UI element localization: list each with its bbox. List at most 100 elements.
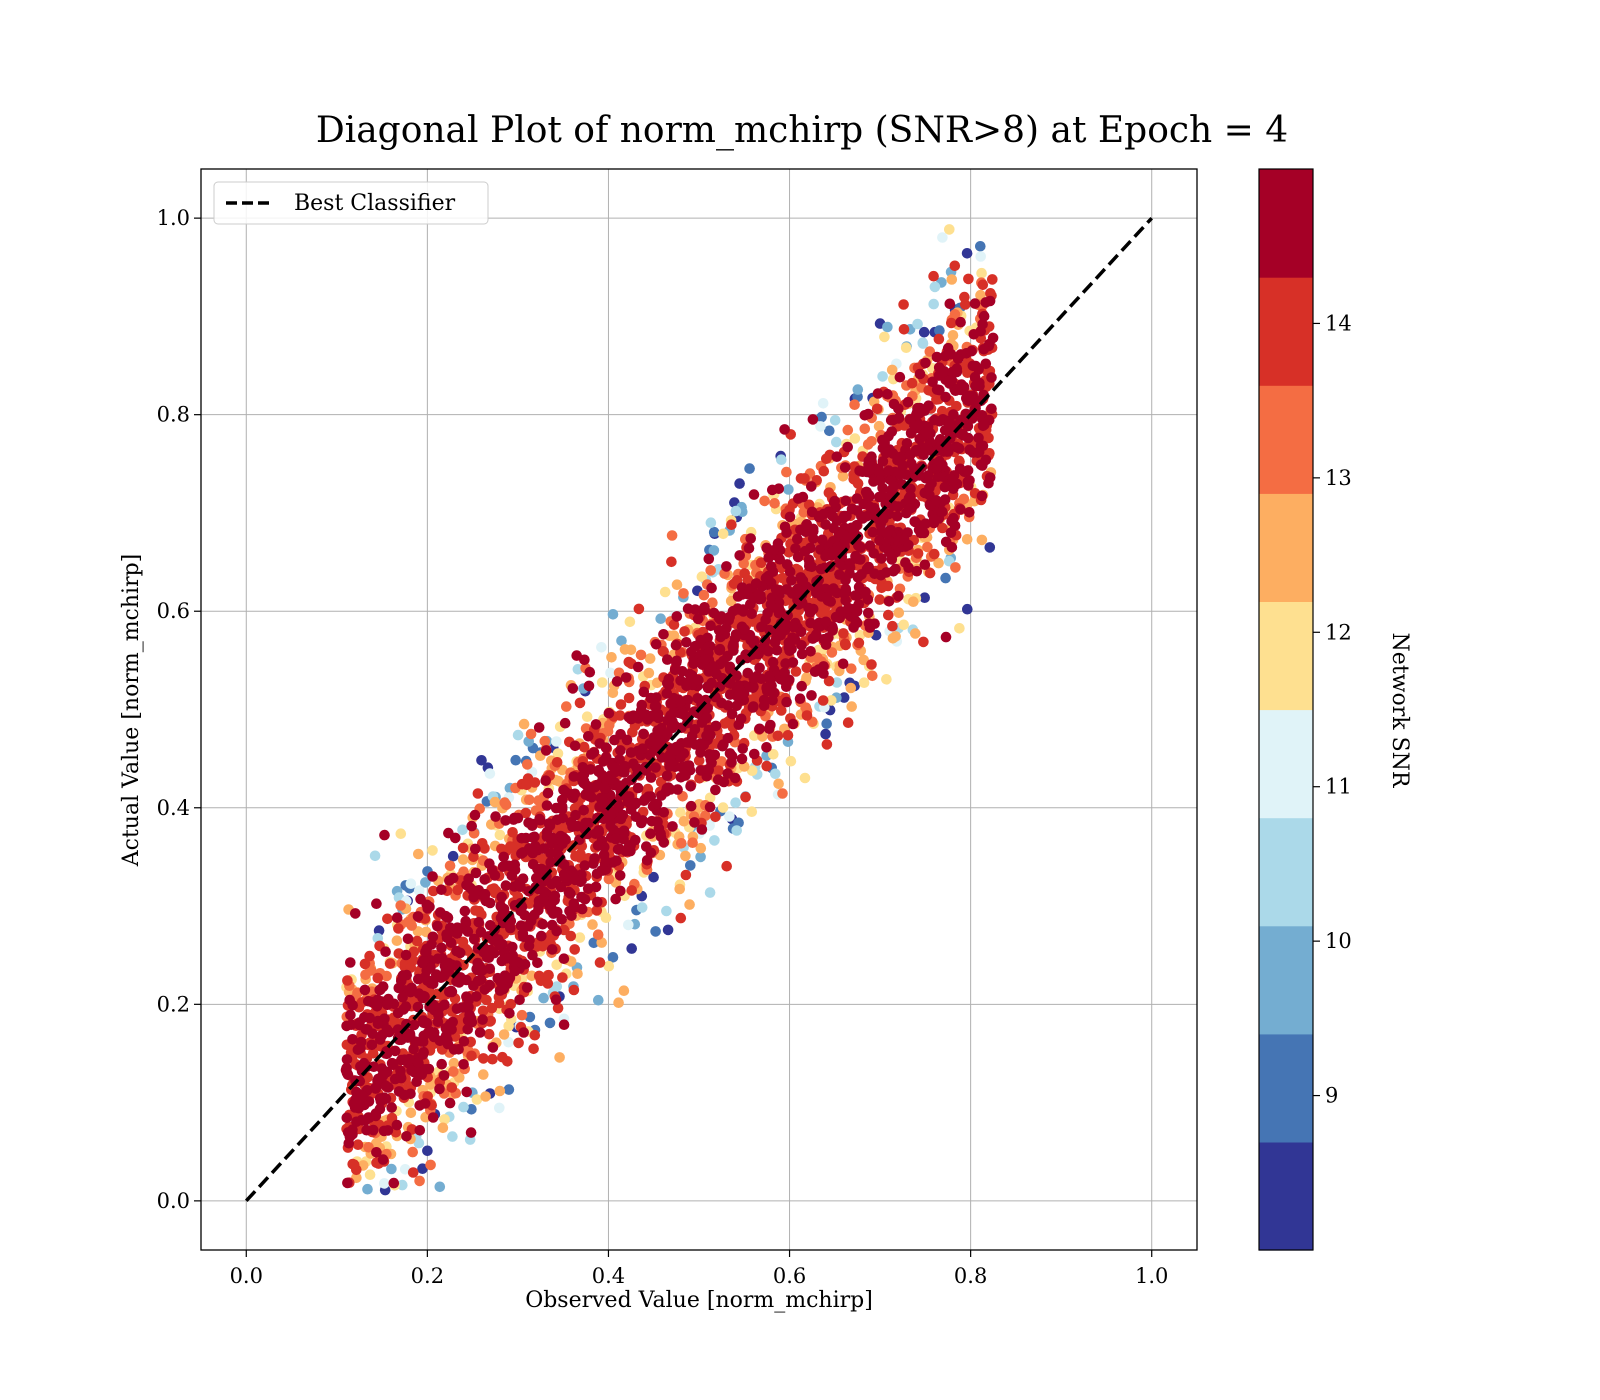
scatter-point	[767, 656, 779, 668]
scatter-point	[767, 566, 779, 577]
scatter-point	[579, 860, 590, 871]
scatter-point	[395, 900, 407, 911]
scatter-point	[583, 731, 594, 742]
scatter-point	[471, 991, 482, 1002]
scatter-point	[888, 480, 899, 492]
scatter-point	[630, 834, 641, 846]
scatter-point	[516, 848, 527, 859]
scatter-point	[558, 1019, 570, 1030]
scatter-point	[466, 1050, 477, 1062]
scatter-point	[526, 820, 538, 831]
scatter-point	[781, 584, 793, 595]
scatter-point	[448, 1066, 459, 1077]
scatter-point	[607, 609, 619, 620]
scatter-point	[357, 1090, 369, 1102]
scatter-point	[828, 522, 839, 534]
scatter-point	[881, 528, 893, 539]
scatter-point	[359, 1115, 371, 1127]
scatter-point	[484, 979, 496, 991]
scatter-point	[678, 816, 690, 827]
scatter-point	[933, 333, 945, 345]
scatter-point	[852, 478, 864, 489]
scatter-point	[364, 950, 375, 962]
scatter-point	[854, 629, 866, 641]
scatter-point	[506, 870, 518, 881]
scatter-point	[986, 403, 997, 415]
scatter-point	[362, 1183, 373, 1195]
scatter-point	[940, 536, 952, 548]
scatter-point	[831, 436, 842, 448]
scatter-point	[417, 957, 428, 969]
scatter-point	[773, 602, 784, 613]
x-tick-label: 0.4	[592, 1264, 625, 1288]
scatter-point	[657, 646, 669, 657]
scatter-point	[478, 1053, 489, 1064]
scatter-point	[853, 540, 864, 551]
scatter-point	[583, 680, 595, 692]
scatter-point	[345, 1009, 356, 1021]
scatter-point	[681, 680, 692, 692]
scatter-point	[588, 858, 599, 869]
legend[interactable]: Best Classifier	[213, 181, 489, 225]
scatter-point	[484, 768, 496, 779]
scatter-point	[816, 411, 827, 423]
scatter-point	[529, 909, 540, 921]
scatter-point	[910, 516, 921, 528]
scatter-point	[894, 469, 906, 480]
scatter-point	[362, 1061, 373, 1072]
scatter-point	[436, 942, 447, 954]
scatter-point	[777, 788, 788, 799]
scatter-point	[929, 548, 940, 560]
scatter-point	[495, 976, 507, 988]
scatter-point	[447, 872, 459, 884]
scatter-point	[768, 687, 780, 699]
scatter-point	[703, 553, 715, 565]
scatter-point	[399, 1089, 410, 1101]
scatter-point	[363, 1142, 374, 1153]
scatter-point	[858, 654, 869, 666]
scatter-point	[815, 563, 827, 575]
scatter-point	[494, 1085, 506, 1097]
scatter-point	[679, 626, 690, 637]
scatter-point	[913, 420, 925, 431]
scatter-point	[949, 260, 961, 272]
scatter-point	[557, 812, 568, 824]
scatter-point	[820, 519, 831, 530]
scatter-point	[721, 860, 732, 872]
scatter-point	[381, 970, 392, 982]
scatter-point	[481, 952, 493, 963]
scatter-point	[516, 832, 527, 844]
scatter-point	[792, 533, 803, 545]
scatter-point	[452, 922, 463, 933]
scatter-point	[432, 1016, 444, 1028]
scatter-point	[659, 586, 671, 598]
scatter-point	[817, 398, 829, 409]
scatter-point	[607, 952, 619, 963]
scatter-point	[948, 409, 959, 420]
scatter-point	[866, 436, 877, 447]
scatter-point	[705, 565, 716, 576]
scatter-point	[761, 682, 772, 693]
scatter-point	[903, 493, 915, 504]
scatter-point	[787, 621, 799, 633]
scatter-point	[528, 1043, 539, 1055]
scatter-point	[666, 530, 678, 541]
scatter-point	[521, 779, 532, 791]
x-tick-label: 1.0	[1135, 1264, 1168, 1288]
scatter-point	[615, 699, 627, 710]
scatter-point	[682, 737, 693, 748]
scatter-point	[698, 589, 710, 601]
scatter-point	[781, 696, 792, 708]
y-tick-label: 0.0	[157, 1189, 190, 1213]
scatter-point	[736, 753, 748, 765]
scatter-point	[801, 519, 813, 530]
scatter-point	[569, 788, 581, 800]
scatter-point	[413, 885, 425, 896]
scatter-point	[661, 905, 672, 917]
scatter-point	[461, 974, 472, 986]
scatter-point	[922, 470, 934, 481]
scatter-point	[739, 624, 750, 635]
x-tick-label: 0.8	[954, 1264, 987, 1288]
scatter-point	[831, 451, 843, 463]
